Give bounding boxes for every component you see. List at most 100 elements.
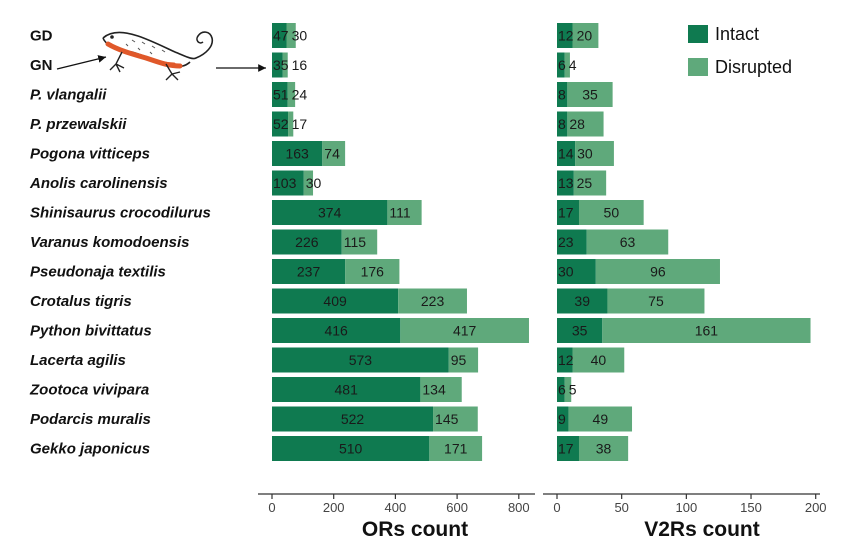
label-v2rs-intact-p-przewalskii: 8 xyxy=(558,116,566,132)
label-ors-intact-p-vlangalii: 51 xyxy=(273,87,289,103)
label-v2rs-disrupted-varanus-komodoensis: 63 xyxy=(620,234,636,250)
label-ors-intact-pogona-vitticeps: 163 xyxy=(285,146,309,162)
species-label-python-bivittatus: Python bivittatus xyxy=(30,323,152,340)
bar-ors-disrupted-p-vlangalii xyxy=(287,82,296,107)
tick-label-v2rs-200: 200 xyxy=(805,500,827,515)
label-ors-disrupted-p-przewalskii: 17 xyxy=(292,116,308,132)
bar-ors-intact-python-bivittatus xyxy=(272,318,401,343)
label-v2rs-disrupted-gn: 4 xyxy=(569,57,577,73)
label-ors-disrupted-p-vlangalii: 24 xyxy=(292,87,308,103)
label-ors-disrupted-lacerta-agilis: 95 xyxy=(451,352,467,368)
label-ors-disrupted-shinisaurus-crocodilurus: 111 xyxy=(389,205,410,221)
tick-label-ors-400: 400 xyxy=(385,500,407,515)
label-ors-intact-gn: 35 xyxy=(273,57,289,73)
bar-ors-intact-varanus-komodoensis xyxy=(272,229,342,255)
label-ors-disrupted-crotalus-tigris: 223 xyxy=(421,293,445,309)
label-ors-disrupted-zootoca-vivipara: 134 xyxy=(422,382,446,398)
label-ors-intact-gekko-japonicus: 510 xyxy=(339,441,363,457)
bar-ors-disrupted-varanus-komodoensis xyxy=(341,229,378,255)
bar-ors-disrupted-python-bivittatus xyxy=(400,318,529,343)
bar-v2rs-intact-p-przewalskii xyxy=(557,111,568,137)
bar-ors-intact-pseudonaja-textilis xyxy=(272,259,346,284)
bar-ors-intact-p-vlangalii xyxy=(272,82,288,107)
label-v2rs-intact-gn: 6 xyxy=(558,57,566,73)
bar-ors-intact-shinisaurus-crocodilurus xyxy=(272,200,388,225)
label-v2rs-disrupted-crotalus-tigris: 75 xyxy=(648,293,664,309)
bar-v2rs-disrupted-podarcis-muralis xyxy=(568,406,633,432)
bar-ors-intact-gd xyxy=(272,23,287,48)
bar-ors-disrupted-lacerta-agilis xyxy=(448,347,479,373)
label-v2rs-intact-python-bivittatus: 35 xyxy=(572,323,588,339)
label-ors-disrupted-anolis-carolinensis: 30 xyxy=(306,175,322,191)
label-ors-intact-anolis-carolinensis: 103 xyxy=(273,175,297,191)
label-v2rs-intact-varanus-komodoensis: 23 xyxy=(558,234,574,250)
legend-swatch-intact xyxy=(688,25,708,43)
label-v2rs-disrupted-p-vlangalii: 35 xyxy=(582,87,598,103)
label-v2rs-disrupted-shinisaurus-crocodilurus: 50 xyxy=(604,205,620,221)
tick-label-ors-800: 800 xyxy=(508,500,530,515)
tick-label-v2rs-150: 150 xyxy=(740,500,762,515)
bar-v2rs-intact-gd xyxy=(557,23,573,48)
tick-label-ors-200: 200 xyxy=(323,500,345,515)
bar-v2rs-disrupted-gd xyxy=(572,23,599,48)
label-v2rs-intact-pseudonaja-textilis: 30 xyxy=(558,264,574,280)
lizard-icon xyxy=(102,31,214,81)
label-v2rs-intact-pogona-vitticeps: 14 xyxy=(558,146,574,162)
label-v2rs-intact-crotalus-tigris: 39 xyxy=(574,293,590,309)
label-ors-disrupted-python-bivittatus: 417 xyxy=(453,323,477,339)
label-ors-intact-pseudonaja-textilis: 237 xyxy=(297,264,321,280)
bar-v2rs-disrupted-p-przewalskii xyxy=(567,111,604,137)
bar-ors-disrupted-pseudonaja-textilis xyxy=(345,259,400,284)
label-ors-intact-shinisaurus-crocodilurus: 374 xyxy=(318,205,342,221)
bar-v2rs-intact-varanus-komodoensis xyxy=(557,229,587,255)
label-v2rs-intact-podarcis-muralis: 9 xyxy=(558,411,566,427)
label-v2rs-intact-anolis-carolinensis: 13 xyxy=(558,175,574,191)
label-ors-intact-python-bivittatus: 416 xyxy=(324,323,348,339)
bar-v2rs-disrupted-zootoca-vivipara xyxy=(564,377,572,402)
species-label-pseudonaja-textilis: Pseudonaja textilis xyxy=(30,264,166,281)
bar-v2rs-disrupted-crotalus-tigris xyxy=(607,288,705,314)
bar-ors-intact-gekko-japonicus xyxy=(272,436,430,461)
legend-label-intact: Intact xyxy=(715,24,759,44)
bar-ors-intact-podarcis-muralis xyxy=(272,406,434,432)
species-label-pogona-vitticeps: Pogona vitticeps xyxy=(30,146,150,163)
species-labels: GD GN P. vlangalii P. przewalskii Pogona vit… xyxy=(29,28,211,458)
label-ors-disrupted-gd: 30 xyxy=(292,28,308,44)
tick-label-v2rs-100: 100 xyxy=(675,500,697,515)
label-v2rs-disrupted-python-bivittatus: 161 xyxy=(695,323,719,339)
bar-v2rs-disrupted-varanus-komodoensis xyxy=(586,229,669,255)
label-ors-intact-gd: 47 xyxy=(273,28,289,44)
label-ors-disrupted-pseudonaja-textilis: 176 xyxy=(361,264,385,280)
label-v2rs-disrupted-lacerta-agilis: 40 xyxy=(591,352,607,368)
species-label-shinisaurus-crocodilurus: Shinisaurus crocodilurus xyxy=(30,205,211,222)
species-label-lacerta-agilis: Lacerta agilis xyxy=(30,352,126,369)
label-ors-disrupted-gn: 16 xyxy=(292,57,308,73)
bar-v2rs-intact-lacerta-agilis xyxy=(557,347,573,373)
species-label-crotalus-tigris: Crotalus tigris xyxy=(30,293,132,310)
label-ors-intact-crotalus-tigris: 409 xyxy=(323,293,347,309)
bar-ors-disrupted-gn xyxy=(282,52,288,78)
label-v2rs-intact-gd: 12 xyxy=(558,28,574,44)
label-ors-intact-podarcis-muralis: 522 xyxy=(341,411,365,427)
label-ors-intact-p-przewalskii: 52 xyxy=(273,116,289,132)
bar-ors-intact-anolis-carolinensis xyxy=(272,170,304,196)
label-ors-disrupted-podarcis-muralis: 145 xyxy=(435,411,459,427)
species-label-gn: GN xyxy=(30,57,53,74)
tick-label-ors-0: 0 xyxy=(268,500,275,515)
bar-ors-intact-gn xyxy=(272,52,283,78)
bar-v2rs-disrupted-lacerta-agilis xyxy=(572,347,625,373)
label-v2rs-intact-p-vlangalii: 8 xyxy=(558,87,566,103)
label-v2rs-disrupted-pseudonaja-textilis: 96 xyxy=(650,264,666,280)
label-ors-disrupted-pogona-vitticeps: 74 xyxy=(324,146,340,162)
species-label-anolis-carolinensis: Anolis carolinensis xyxy=(29,175,168,192)
bar-v2rs-intact-gn xyxy=(557,52,565,78)
bar-v2rs-intact-anolis-carolinensis xyxy=(557,170,574,196)
label-v2rs-intact-gekko-japonicus: 17 xyxy=(558,441,574,457)
bar-ors-intact-zootoca-vivipara xyxy=(272,377,421,402)
species-label-varanus-komodoensis: Varanus komodoensis xyxy=(30,234,190,251)
species-label-p-przewalskii: P. przewalskii xyxy=(30,116,127,133)
label-v2rs-disrupted-gd: 20 xyxy=(577,28,593,44)
bar-ors-intact-crotalus-tigris xyxy=(272,288,399,314)
